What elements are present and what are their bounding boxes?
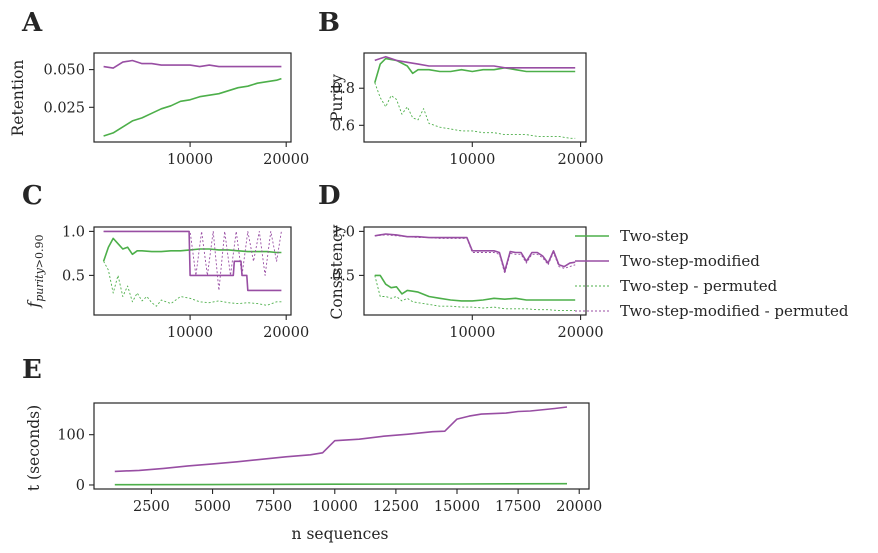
panel-a-xtick-label: 20000: [263, 152, 309, 168]
panel-b-series-two-step-modified: [374, 55, 576, 69]
legend: Two-step Two-step-modified Two-step - pe…: [575, 227, 849, 320]
legend-label-two-step-permuted: Two-step - permuted: [620, 277, 778, 295]
panel-e-xtick-label: 2500: [133, 499, 170, 515]
panel-b-ylabel: Purity: [328, 74, 346, 122]
panel-c-ytick-label: 0.5: [62, 268, 85, 284]
panel-b-xtick-label: 10000: [449, 152, 495, 168]
panel-d-xtick-label: 20000: [558, 325, 604, 341]
panel-b-ytick-label: 0.8: [332, 81, 355, 97]
panel-c-series-two-step-modified-permuted: [103, 230, 282, 291]
panel-c-ytick-label: 1.0: [62, 224, 85, 240]
panel-e-frame: [93, 402, 590, 490]
panel-e-series-two-step-modified: [114, 406, 568, 473]
panel-b-purity: 10000 20000 0.6 0.8: [332, 52, 604, 168]
panel-label-c: C: [22, 181, 43, 211]
panel-e-xtick-label: 12500: [373, 499, 419, 515]
panel-e-xtick-label: 15000: [434, 499, 480, 515]
panel-c-xtick-label: 10000: [167, 325, 213, 341]
panel-c-series-two-step: [102, 237, 282, 262]
panel-c-series-two-step-modified: [103, 230, 282, 292]
panel-a-frame: [93, 52, 292, 143]
panel-d-series-two-step-modified: [374, 233, 576, 272]
panel-e-ytick-label: 100: [57, 428, 85, 444]
panel-a-xtick-label: 10000: [167, 152, 213, 168]
panel-d-frame: [363, 226, 587, 316]
panel-e-xtick-label: 5000: [194, 499, 231, 515]
panel-c-series-two-step-permuted: [103, 261, 282, 307]
panel-b-ytick-label: 0.6: [332, 118, 355, 134]
panel-d-series-two-step: [374, 274, 576, 302]
panel-label-a: A: [21, 8, 43, 38]
panel-d-xtick-label: 10000: [449, 325, 495, 341]
panel-d-series-two-step-permuted: [374, 275, 576, 312]
panel-c-frame: [93, 226, 292, 316]
panel-e-series-two-step: [114, 482, 568, 486]
panel-e-time: 2500 5000 7500 10000 12500 15000 17500 20000 0 10…: [57, 402, 602, 515]
panel-c-xtick-label: 20000: [263, 325, 309, 341]
panel-c-ylabel: fpurity>0.90: [25, 234, 46, 308]
panel-label-e: E: [22, 355, 42, 385]
panel-label-d: D: [318, 181, 341, 211]
panel-e-xtick-label: 10000: [312, 499, 358, 515]
panel-d-ylabel: Consistency: [328, 224, 346, 319]
panel-d-series-two-step-modified-permuted: [374, 234, 576, 275]
panel-a-series-two-step-modified: [103, 59, 282, 69]
panel-a-ytick-label: 0.025: [43, 100, 85, 116]
legend-label-two-step-modified: Two-step-modified: [620, 252, 760, 270]
panel-b-frame: [363, 52, 587, 143]
panel-a-series-two-step: [103, 77, 282, 137]
legend-label-two-step: Two-step: [620, 227, 689, 245]
panel-b-series-two-step-permuted: [374, 82, 576, 139]
panel-d-ytick-label: 0.5: [332, 268, 355, 284]
panel-b-xtick-label: 20000: [558, 152, 604, 168]
panel-e-xlabel: n sequences: [292, 525, 389, 543]
panel-c-fpurity: 10000 20000 0.5 1.0: [62, 224, 309, 341]
panel-a-ytick-label: 0.050: [43, 63, 85, 79]
panel-label-b: B: [318, 8, 340, 38]
panel-e-xtick-label: 17500: [495, 499, 541, 515]
panel-e-xtick-label: 7500: [255, 499, 292, 515]
panel-e-ylabel: t (seconds): [25, 405, 43, 491]
legend-label-two-step-modified-permuted: Two-step-modified - permuted: [620, 302, 849, 320]
panel-e-ytick-label: 0: [76, 478, 85, 494]
panel-b-series-two-step: [374, 57, 576, 83]
panel-a-retention: 10000 20000 0.025 0.050: [43, 52, 309, 168]
panel-d-consistency: 10000 20000 0.5 1.0: [332, 224, 604, 341]
panel-a-ylabel: Retention: [9, 60, 27, 137]
panel-d-ytick-label: 1.0: [332, 224, 355, 240]
panel-e-xtick-label: 20000: [556, 499, 602, 515]
